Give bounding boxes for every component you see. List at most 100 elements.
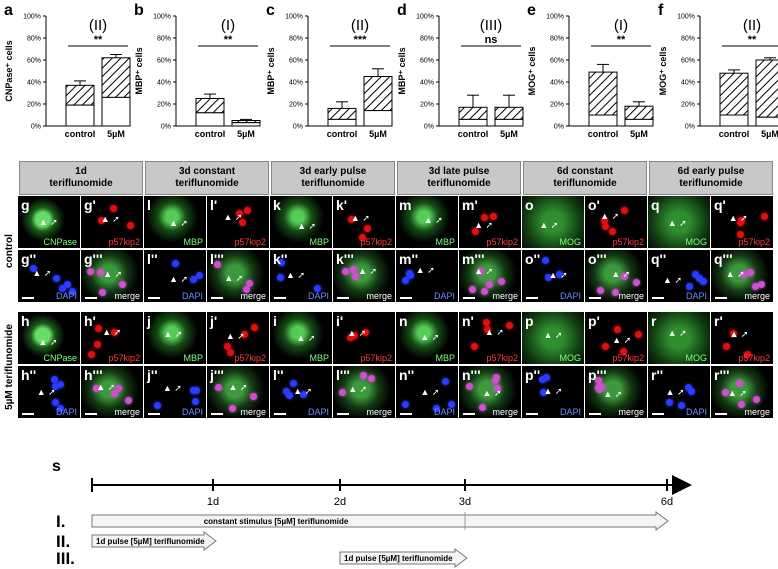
condition-line1: 3d early pulse bbox=[299, 166, 367, 177]
channel-label: MBP bbox=[183, 353, 203, 363]
micrograph-tile: ▲ ➚ h' p57kip2 bbox=[81, 312, 143, 364]
arrowhead-marker: ▲ ➚ bbox=[286, 269, 305, 280]
arrowhead-marker: ▲ ➚ bbox=[350, 212, 370, 223]
condition-header: 6d constant teriflunomide bbox=[523, 161, 647, 195]
nucleus-blob bbox=[442, 377, 450, 385]
bar-plain bbox=[363, 110, 393, 127]
micrograph-tile: ▲ ➚ h CNPase bbox=[18, 312, 80, 364]
chart-b: b MBP⁺ cells 0% 20% 40% 60% 80% 100% control 5µM (… bbox=[134, 2, 261, 139]
nucleus-blob bbox=[541, 257, 549, 264]
y-axis-label: CNPase⁺ cells bbox=[4, 40, 14, 101]
micrograph-tile: ▲ ➚ q'' DAPI bbox=[648, 250, 710, 302]
nucleus-blob bbox=[59, 285, 67, 293]
bar-hatched bbox=[624, 105, 654, 120]
y-tick-label: 100% bbox=[285, 14, 303, 21]
nucleus-blob bbox=[360, 372, 368, 380]
chart-e: e MOG⁺ cells 0% 20% 40% 60% 80% 100% control 5µM (… bbox=[527, 2, 654, 139]
y-tick-label: 20% bbox=[27, 102, 41, 109]
nucleus-blob bbox=[737, 218, 745, 226]
condition-line1: 6d early pulse bbox=[677, 166, 745, 177]
panel-label: p'' bbox=[525, 367, 541, 383]
arrowhead-marker: ▲ ➚ bbox=[539, 219, 559, 230]
micrograph-tile: ▲ ➚ h''' merge bbox=[81, 366, 143, 418]
micrograph-tile: ▲ ➚ m''' merge bbox=[459, 250, 521, 302]
nucleus-blob bbox=[300, 391, 307, 399]
nucleus-blob bbox=[87, 268, 95, 276]
y-axis-label: MBP⁺ cells bbox=[397, 47, 407, 94]
panel-label: h bbox=[21, 313, 30, 329]
panel-label: p''' bbox=[588, 367, 607, 383]
y-tick-label: 60% bbox=[289, 58, 303, 65]
arrowhead-marker: ▲ ➚ bbox=[728, 213, 748, 224]
nucleus-blob bbox=[609, 227, 617, 235]
micrograph-tile: ▲ ➚ j''' merge bbox=[207, 366, 269, 418]
y-axis-label: MBP⁺ cells bbox=[134, 47, 144, 94]
micrograph-tile: ▲ ➚ o'' DAPI bbox=[522, 250, 584, 302]
panel-label: q''' bbox=[714, 251, 733, 267]
condition-line2: teriflunomide bbox=[175, 178, 239, 189]
condition-line2: teriflunomide bbox=[553, 178, 617, 189]
y-axis-label: MOG⁺ cells bbox=[658, 47, 668, 96]
channel-label: merge bbox=[744, 407, 770, 417]
nucleus-blob bbox=[555, 270, 563, 278]
scale-bar bbox=[589, 413, 601, 415]
channel-label: DAPI bbox=[685, 291, 707, 301]
protocol-arrow bbox=[339, 548, 468, 568]
panel-label: h' bbox=[84, 313, 96, 329]
nucleus-blob bbox=[596, 383, 604, 391]
channel-label: p57kip2 bbox=[738, 353, 770, 363]
y-tick-label: 80% bbox=[550, 36, 564, 43]
arrowhead-marker: ▲ ➚ bbox=[474, 220, 494, 231]
nucleus-blob bbox=[99, 288, 107, 296]
micrograph-tile: ▲ ➚ g CNPase bbox=[18, 196, 80, 248]
channel-label: DAPI bbox=[181, 291, 203, 301]
channel-label: MOG bbox=[685, 237, 708, 247]
nucleus-blob bbox=[506, 321, 514, 329]
bar-plain bbox=[588, 114, 618, 127]
nucleus-blob bbox=[468, 285, 476, 293]
nucleus-blob bbox=[171, 260, 179, 268]
micrograph-tile: ▲ ➚ g' p57kip2 bbox=[81, 196, 143, 248]
nucleus-blob bbox=[432, 404, 440, 412]
channel-label: p57kip2 bbox=[234, 353, 266, 363]
channel-label: p57kip2 bbox=[738, 237, 770, 247]
panel-label: l''' bbox=[210, 251, 224, 267]
condition-line1: 1d bbox=[75, 166, 87, 177]
nucleus-blob bbox=[760, 213, 768, 221]
micrograph-tile: ▲ ➚ n'' DAPI bbox=[396, 366, 458, 418]
y-tick-label: 60% bbox=[420, 58, 434, 65]
arrowhead-marker: ▲ ➚ bbox=[293, 385, 313, 396]
nucleus-blob bbox=[470, 342, 478, 350]
y-tick-label: 100% bbox=[153, 14, 171, 21]
nucleus-blob bbox=[665, 398, 673, 406]
channel-label: MOG bbox=[559, 353, 582, 363]
y-tick-label: 80% bbox=[289, 36, 303, 43]
nucleus-blob bbox=[240, 331, 248, 339]
channel-label: DAPI bbox=[433, 407, 455, 417]
nucleus-blob bbox=[110, 204, 118, 212]
protocol-id: II. bbox=[56, 532, 70, 551]
nucleus-blob bbox=[243, 285, 251, 293]
micrograph-tile: ▲ ➚ q''' merge bbox=[711, 250, 773, 302]
arrowhead-marker: ▲ ➚ bbox=[423, 215, 443, 226]
bar-plain bbox=[101, 96, 131, 127]
nucleus-blob bbox=[98, 217, 106, 225]
condition-line1: 3d late pulse bbox=[428, 166, 490, 177]
channel-label: merge bbox=[618, 407, 644, 417]
micrograph-tile: ▲ ➚ k MBP bbox=[270, 196, 332, 248]
micrograph-tile: ▲ ➚ g'' DAPI bbox=[18, 250, 80, 302]
arrowhead-marker: ▲ ➚ bbox=[725, 268, 745, 279]
significance-label: *** bbox=[354, 34, 368, 46]
nucleus-blob bbox=[367, 375, 375, 383]
y-tick-label: 100% bbox=[546, 14, 564, 21]
arrowhead-marker: ▲ ➚ bbox=[729, 328, 749, 339]
chart-d: d MBP⁺ cells 0% 20% 40% 60% 80% 100% control 5µM (… bbox=[397, 2, 524, 139]
nucleus-blob bbox=[115, 385, 123, 393]
panel-label: g bbox=[21, 197, 30, 213]
nucleus-blob bbox=[250, 392, 258, 400]
condition-line1: 3d constant bbox=[178, 166, 236, 177]
channel-label: DAPI bbox=[685, 407, 707, 417]
panel-label: b bbox=[134, 2, 144, 19]
nucleus-blob bbox=[238, 218, 246, 226]
channel-label: CNPase bbox=[43, 237, 77, 247]
